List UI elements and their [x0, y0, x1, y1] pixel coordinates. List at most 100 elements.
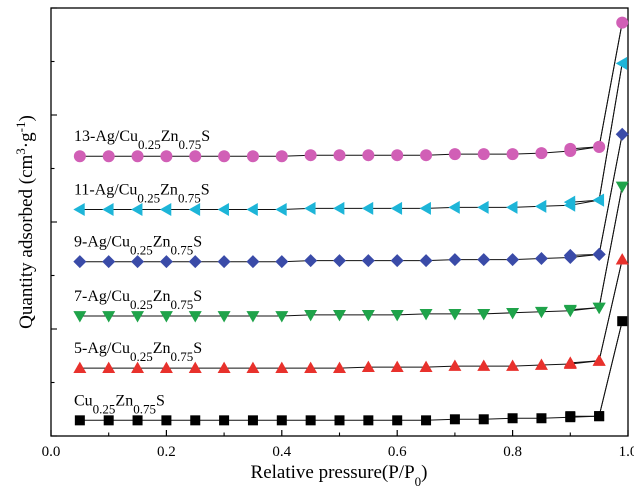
data-point-marker: [333, 149, 346, 162]
desorption-line: [570, 186, 623, 311]
series-0: [74, 316, 628, 426]
data-point-marker: [615, 127, 629, 141]
adsorption-line: [79, 259, 623, 369]
series-label: 7-Ag/Cu0.25Zn0.75S: [74, 288, 202, 312]
data-point-marker: [419, 201, 431, 215]
data-point-marker: [507, 413, 518, 424]
series-1: [73, 253, 629, 374]
data-point-marker: [615, 253, 629, 265]
data-point-marker: [534, 306, 548, 319]
data-point-marker: [534, 358, 548, 370]
data-point-marker: [563, 248, 577, 262]
data-point-marker: [334, 415, 345, 426]
data-point-marker: [419, 308, 433, 321]
data-point-marker: [73, 255, 87, 269]
data-point-marker: [615, 181, 629, 194]
series-labels: Cu0.25Zn0.75S 5-Ag/Cu0.25Zn0.75S 7-Ag/Cu0.…: [74, 128, 210, 416]
data-point-marker: [304, 310, 318, 322]
x-tick-label: 0.2: [157, 444, 176, 460]
data-point-marker: [131, 311, 145, 323]
data-point-marker: [246, 202, 258, 216]
data-point-marker: [131, 202, 143, 216]
data-point-marker: [304, 361, 318, 374]
series-2: [73, 181, 629, 323]
data-point-marker: [188, 255, 202, 269]
data-point-marker: [159, 202, 172, 216]
desorption-line: [570, 22, 623, 150]
data-point-marker: [564, 142, 577, 155]
adsorption-line: [79, 186, 623, 317]
data-point-marker: [390, 254, 404, 268]
data-point-marker: [361, 254, 375, 268]
data-point-marker: [536, 413, 547, 424]
data-point-marker: [563, 356, 577, 368]
data-point-marker: [275, 311, 289, 323]
data-point-marker: [159, 311, 173, 323]
data-point-marker: [363, 415, 374, 426]
data-point-marker: [565, 411, 576, 422]
series-4: [73, 56, 628, 216]
data-point-marker: [534, 252, 548, 266]
data-point-marker: [592, 193, 605, 207]
data-point-marker: [592, 354, 606, 366]
y-axis-ticks: [51, 7, 57, 437]
data-point-marker: [506, 148, 519, 161]
data-point-marker: [188, 311, 202, 323]
data-point-marker: [217, 202, 229, 216]
data-point-marker: [333, 254, 346, 268]
x-axis-ticks: 0.0 0.2 0.4 0.6 0.8 1.0: [42, 430, 634, 460]
series-label: 5-Ag/Cu0.25Zn0.75S: [74, 340, 202, 364]
x-tick-label: 0.8: [503, 444, 522, 460]
data-point-marker: [217, 311, 231, 323]
data-point-marker: [361, 201, 374, 215]
data-point-marker: [333, 310, 346, 322]
data-point-marker: [246, 150, 259, 163]
data-point-marker: [506, 359, 520, 371]
data-point-marker: [102, 202, 114, 216]
data-point-marker: [594, 411, 605, 422]
data-point-marker: [477, 253, 491, 267]
data-point-marker: [102, 361, 116, 374]
data-point-marker: [103, 415, 114, 426]
series-label: 9-Ag/Cu0.25Zn0.75S: [74, 234, 202, 257]
desorption-line: [570, 63, 623, 203]
data-point-marker: [275, 361, 289, 374]
data-point-marker: [419, 254, 433, 268]
x-tick-label: 0.4: [272, 444, 291, 460]
data-point-marker: [448, 359, 462, 371]
series-label: 13-Ag/Cu0.25Zn0.75S: [74, 128, 210, 152]
data-point-marker: [159, 255, 173, 269]
x-axis-title: Relative pressure(P/P0): [251, 462, 428, 486]
desorption-line: [570, 259, 623, 364]
series-5: [73, 16, 629, 163]
data-point-marker: [305, 415, 316, 426]
data-point-marker: [362, 149, 375, 162]
data-point-marker: [188, 361, 202, 374]
data-point-marker: [477, 200, 489, 214]
data-point-marker: [478, 414, 489, 425]
desorption-line: [570, 321, 623, 417]
data-point-marker: [73, 202, 85, 216]
data-point-marker: [190, 415, 201, 426]
data-point-marker: [506, 200, 518, 214]
data-point-marker: [534, 199, 547, 213]
data-point-marker: [160, 150, 173, 163]
data-point-marker: [246, 255, 260, 269]
data-point-marker: [219, 415, 230, 426]
series-label: Cu0.25Zn0.75S: [74, 392, 165, 416]
data-point-marker: [361, 310, 375, 322]
data-point-marker: [616, 16, 629, 29]
data-point-marker: [420, 149, 433, 162]
data-point-marker: [390, 201, 403, 215]
data-point-marker: [333, 201, 345, 215]
data-point-marker: [448, 308, 462, 321]
data-point-marker: [391, 149, 404, 162]
data-point-marker: [563, 195, 576, 209]
data-point-marker: [217, 255, 231, 269]
data-point-marker: [361, 360, 375, 372]
data-point-marker: [304, 254, 318, 268]
data-point-marker: [592, 247, 606, 261]
data-point-marker: [477, 359, 491, 371]
series-label: 11-Ag/Cu0.25Zn0.75S: [74, 181, 210, 205]
